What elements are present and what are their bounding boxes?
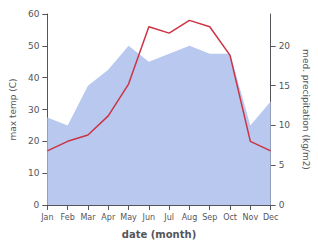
svg-text:Jan: Jan <box>40 213 53 222</box>
svg-text:May: May <box>120 213 137 222</box>
svg-text:20: 20 <box>279 41 291 51</box>
svg-text:Aug: Aug <box>182 213 198 222</box>
svg-text:10: 10 <box>28 168 40 178</box>
svg-text:Dec: Dec <box>263 213 278 222</box>
svg-text:0: 0 <box>34 200 40 210</box>
svg-text:15: 15 <box>279 81 290 91</box>
svg-text:Apr: Apr <box>101 213 116 222</box>
svg-text:Sep: Sep <box>202 213 217 222</box>
svg-text:Jun: Jun <box>142 213 156 222</box>
svg-text:date (month): date (month) <box>122 229 196 240</box>
svg-text:60: 60 <box>28 9 40 19</box>
svg-text:30: 30 <box>28 105 40 115</box>
svg-text:5: 5 <box>279 160 285 170</box>
svg-text:0: 0 <box>279 200 285 210</box>
svg-text:40: 40 <box>28 73 40 83</box>
svg-text:Oct: Oct <box>223 213 237 222</box>
svg-text:Feb: Feb <box>61 213 75 222</box>
svg-text:med. precipitation (kg/m2): med. precipitation (kg/m2) <box>301 49 311 170</box>
svg-text:10: 10 <box>279 120 291 130</box>
svg-text:Jul: Jul <box>163 213 174 222</box>
svg-text:Mar: Mar <box>80 213 96 222</box>
svg-text:Nov: Nov <box>243 213 259 222</box>
svg-text:20: 20 <box>28 136 40 146</box>
svg-text:50: 50 <box>28 41 40 51</box>
svg-text:max temp (C): max temp (C) <box>8 78 18 140</box>
